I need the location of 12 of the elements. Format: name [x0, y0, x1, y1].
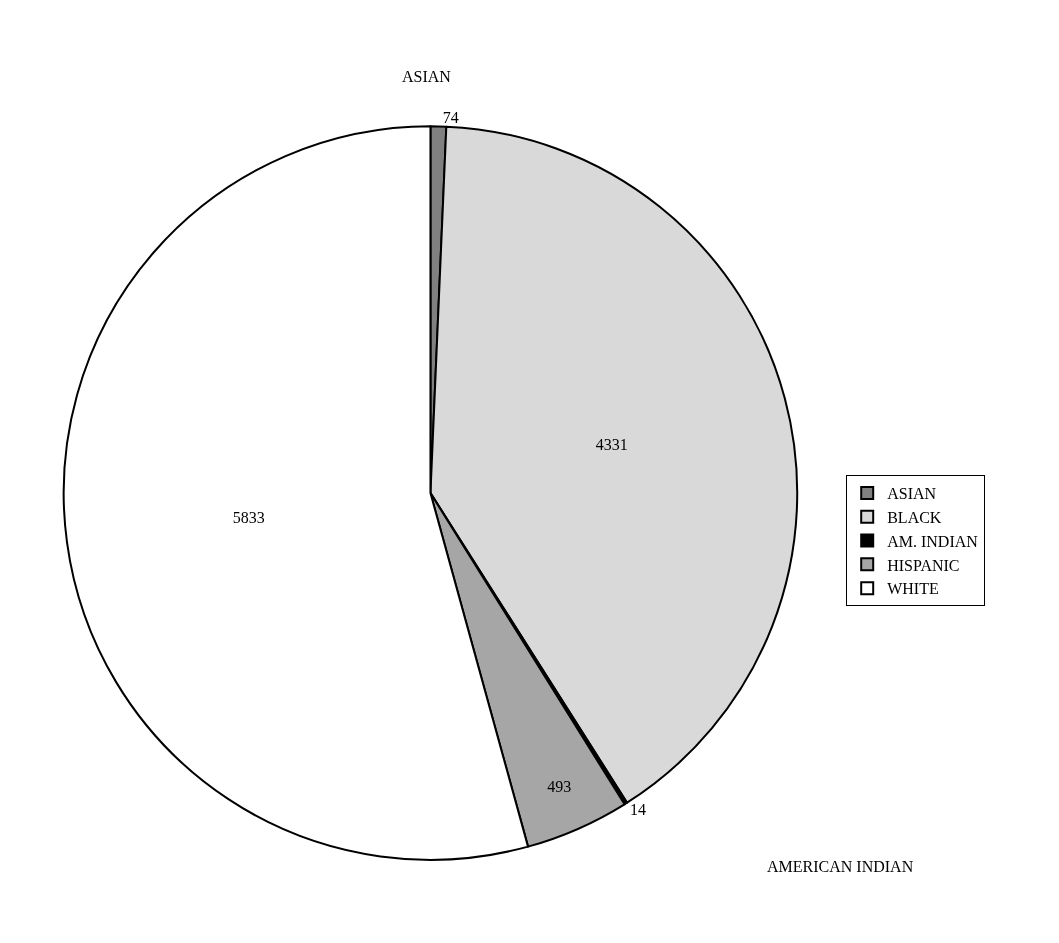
data-label: 4331: [595, 436, 628, 454]
legend-label: AM. INDIAN: [887, 532, 979, 550]
text: ASIAN: [402, 68, 452, 85]
data-label: 74: [442, 109, 459, 127]
legend-label: HISPANIC: [887, 556, 960, 574]
text: AMERICAN INDIAN: [767, 858, 914, 875]
data-label: 5833: [232, 509, 265, 527]
legend-label: BLACK: [887, 508, 942, 526]
data-label: 493: [547, 778, 572, 796]
legend-label: ASIAN: [887, 485, 937, 503]
data-label: 14: [630, 801, 647, 819]
legend-label: WHITE: [887, 580, 939, 598]
